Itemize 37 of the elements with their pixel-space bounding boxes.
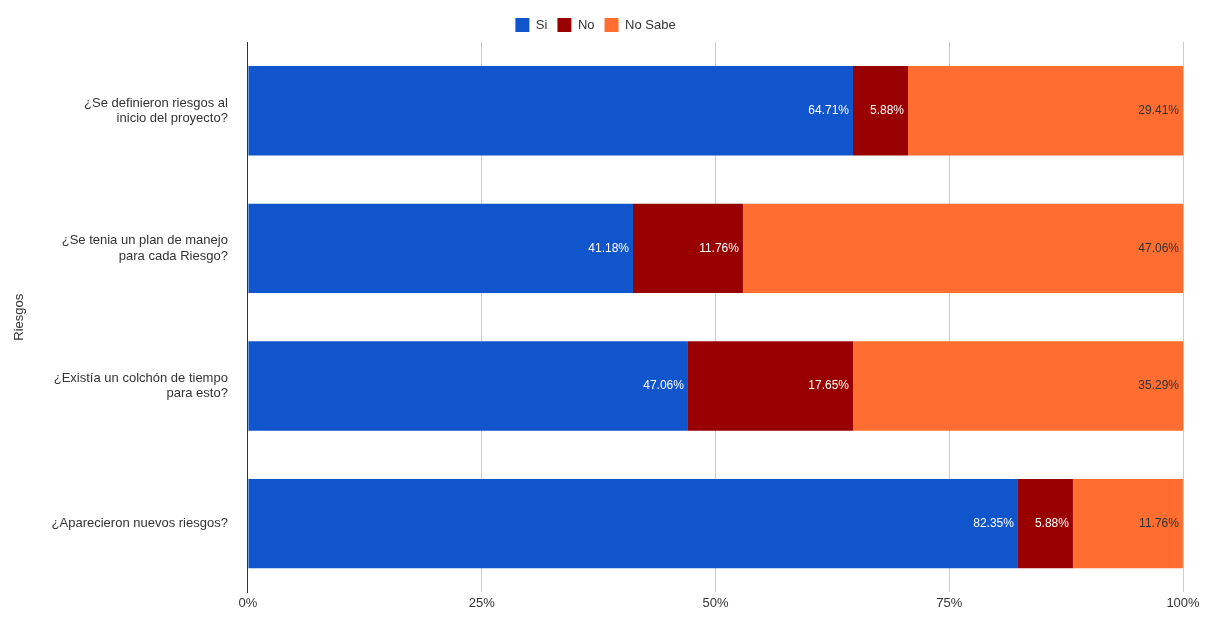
bar (632, 203, 743, 294)
bar (248, 203, 633, 294)
bar (1072, 478, 1183, 569)
y-tick-label: ¿Se definieron riesgos al inicio del proyecto? (84, 94, 229, 126)
data-label: 47.06% (1138, 240, 1180, 255)
data-label: 5.88% (869, 103, 905, 118)
x-tick-label: 0% (238, 594, 258, 610)
bar (248, 478, 1018, 569)
data-label: 82.35% (973, 515, 1015, 530)
bar (853, 66, 908, 156)
data-label: 29.41% (1138, 103, 1180, 118)
data-label: 47.06% (643, 378, 685, 393)
data-label: 41.18% (588, 240, 630, 255)
bar (1017, 478, 1073, 569)
legend-label: No Sabe (625, 16, 676, 32)
x-tick-label: 25% (468, 594, 496, 610)
bar (687, 341, 854, 431)
data-label: 64.71% (808, 103, 850, 118)
x-tick-label: 75% (936, 594, 963, 610)
data-label: 5.88% (1034, 515, 1070, 530)
bar (853, 341, 1183, 431)
x-tick-label: 100% (1166, 594, 1201, 610)
y-axis-title: Riesgos (11, 293, 27, 341)
x-tick-label: 50% (702, 594, 729, 610)
legend-label: No (577, 16, 595, 32)
bar (742, 203, 1183, 294)
legend-label: Si (535, 16, 548, 32)
bar (248, 341, 688, 431)
data-label: 17.65% (808, 378, 850, 393)
data-label: 11.76% (699, 240, 740, 255)
y-tick-label: ¿Existía un colchón de tiempo para esto? (53, 369, 228, 401)
y-tick-label: ¿Aparecieron nuevos riesgos? (51, 515, 228, 531)
bar (248, 66, 854, 156)
y-tick-label: ¿Se tenia un plan de manejo para cada Riesgo? (61, 232, 228, 263)
bar (907, 66, 1183, 156)
data-label: 11.76% (1139, 515, 1180, 530)
data-label: 35.29% (1138, 378, 1180, 393)
